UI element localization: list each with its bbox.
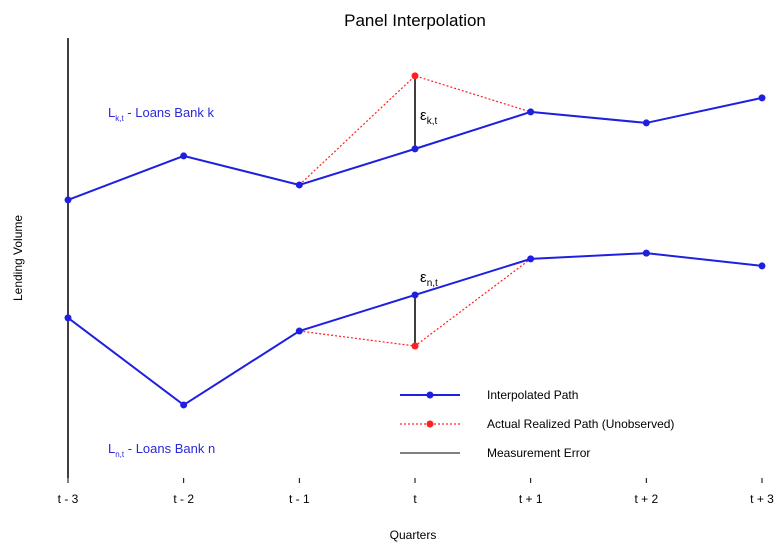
chart-title: Panel Interpolation [344, 11, 486, 30]
point [411, 145, 419, 153]
point [411, 291, 419, 299]
x-tick-label: t [413, 492, 417, 506]
point [180, 401, 188, 409]
annotation-main: ε [420, 269, 427, 286]
annotation-sub: k,t [115, 114, 124, 123]
annotation: εk,t [420, 107, 437, 127]
annotation-rest: - Loans Bank n [124, 441, 215, 456]
x-tick-label: t + 3 [750, 492, 774, 506]
point [642, 249, 650, 257]
point [527, 255, 535, 263]
point [642, 119, 650, 127]
legend-label: Measurement Error [487, 446, 590, 460]
legend-label: Actual Realized Path (Unobserved) [487, 417, 674, 431]
annotation-sub: n,t [427, 278, 438, 289]
y-axis-label: Lending Volume [11, 215, 25, 301]
x-axis-label: Quarters [390, 528, 437, 542]
point [295, 327, 303, 335]
point [758, 262, 766, 270]
annotation-main: ε [420, 107, 427, 124]
annotation-sub: k,t [427, 116, 438, 127]
x-tick-label: t - 3 [58, 492, 79, 506]
x-tick-label: t + 2 [634, 492, 658, 506]
point [64, 314, 72, 322]
point [64, 196, 72, 204]
x-tick-label: t + 1 [519, 492, 543, 506]
annotation-sub: n,t [115, 450, 125, 459]
point [180, 152, 188, 160]
annotation-main: L [108, 441, 115, 456]
point [411, 72, 419, 80]
annotation-main: L [108, 105, 115, 120]
annotation: εn,t [420, 269, 438, 289]
x-tick-label: t - 1 [289, 492, 310, 506]
series-line [298, 75, 531, 186]
point [758, 94, 766, 102]
annotation: Ln,t - Loans Bank n [108, 441, 215, 459]
annotation: Lk,t - Loans Bank k [108, 105, 215, 123]
point [295, 181, 303, 189]
x-tick-label: t - 2 [173, 492, 194, 506]
point [411, 342, 419, 350]
legend-label: Interpolated Path [487, 388, 578, 402]
annotation-rest: - Loans Bank k [124, 105, 215, 120]
point [527, 108, 535, 116]
